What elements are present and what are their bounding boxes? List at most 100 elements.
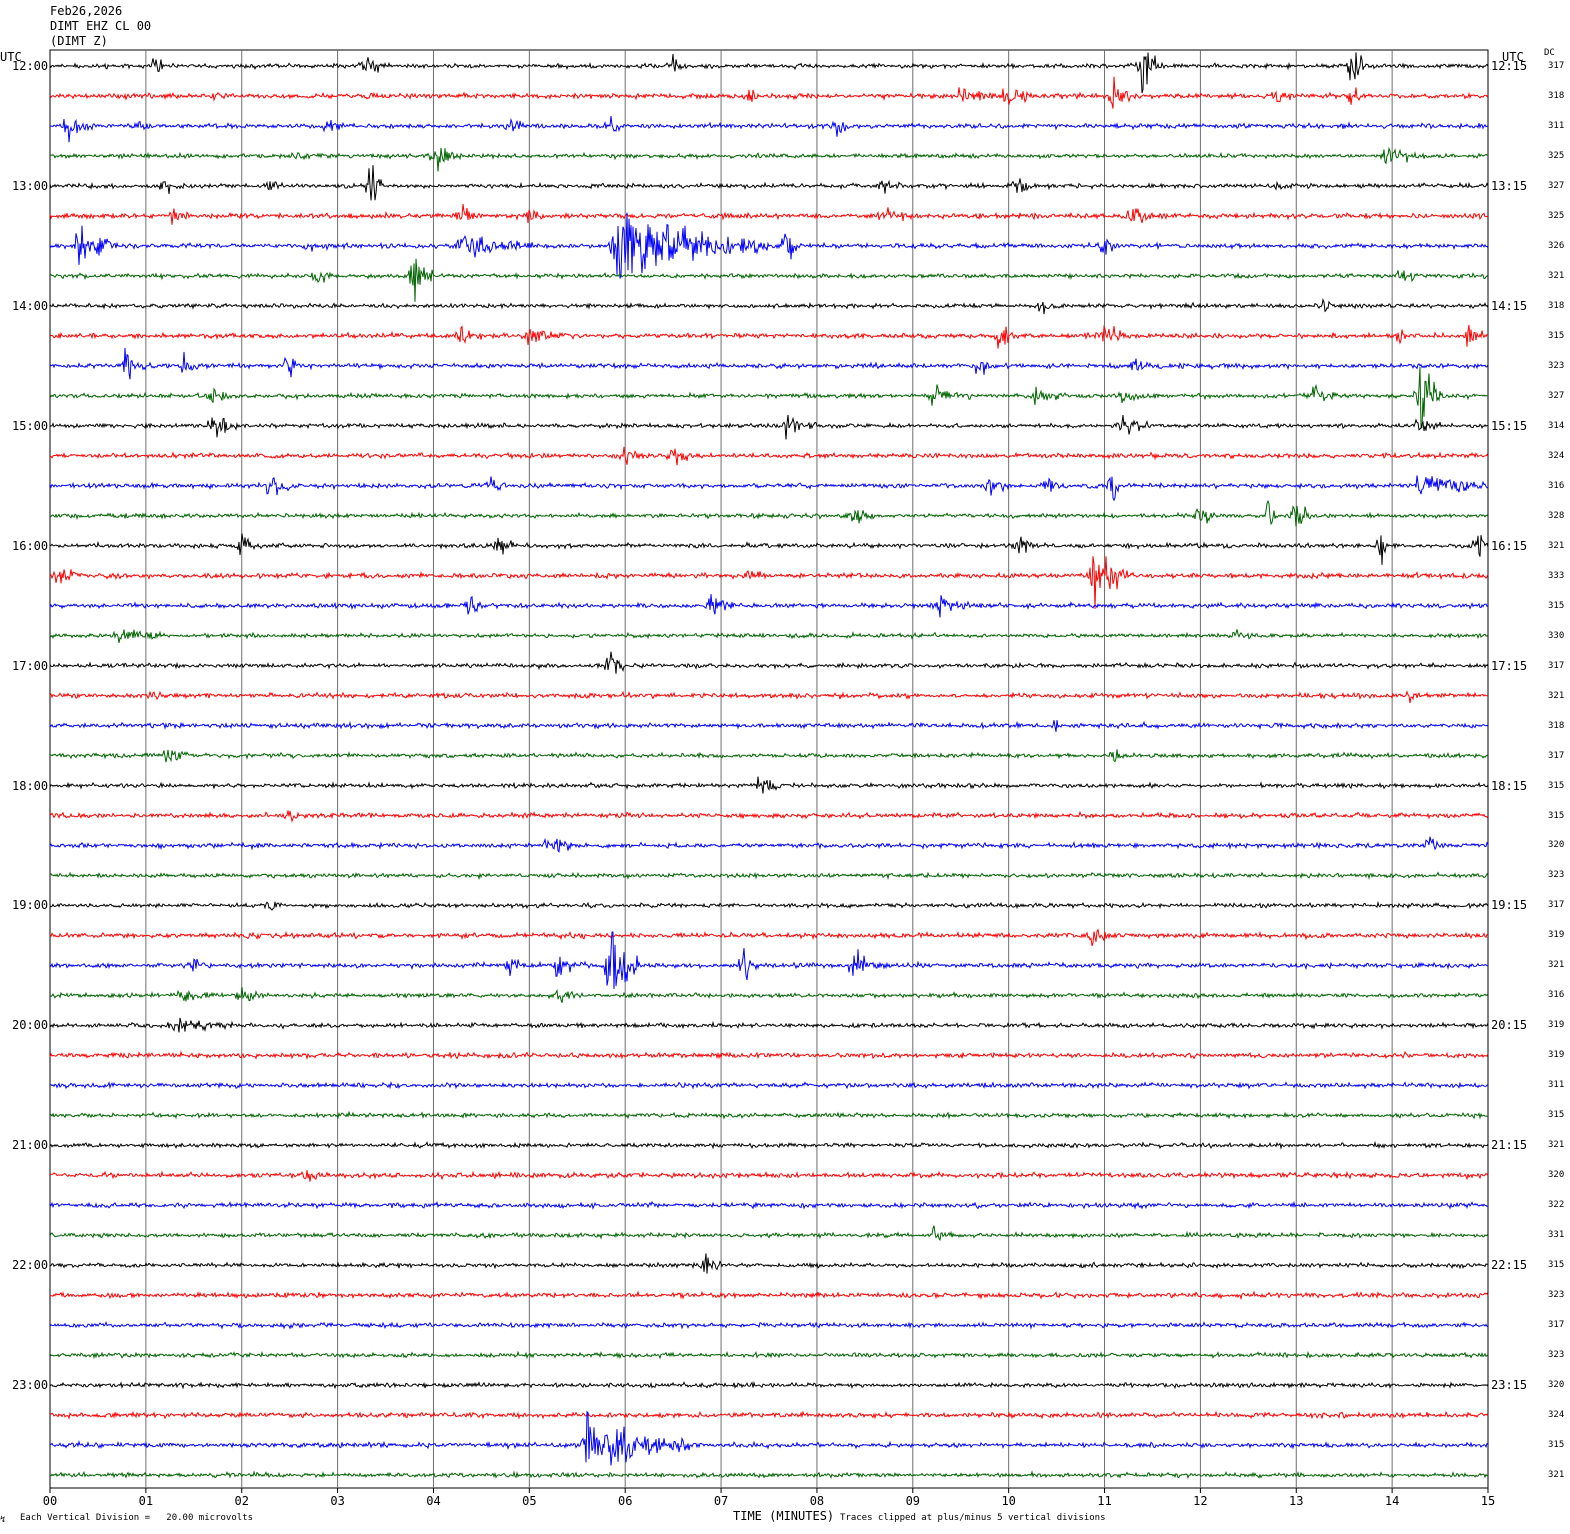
x-tick-label: 09 xyxy=(906,1494,920,1508)
left-time-label: 16:00 xyxy=(12,538,49,553)
seismic-trace xyxy=(49,1081,1489,1090)
left-time-label: 17:00 xyxy=(12,658,49,673)
right-time-label: 14:15 xyxy=(1491,298,1528,313)
right-time-label: 22:15 xyxy=(1491,1258,1528,1273)
dc-offset-label: 318 xyxy=(1548,90,1565,101)
right-axis-title: UTC xyxy=(1502,50,1524,64)
seismic-trace xyxy=(49,594,1489,618)
x-tick-label: 08 xyxy=(810,1494,824,1508)
seismic-trace xyxy=(49,1017,1489,1033)
seismic-trace xyxy=(49,1290,1489,1301)
seismic-trace xyxy=(49,1050,1489,1061)
seismic-trace xyxy=(49,987,1489,1003)
seismic-trace xyxy=(49,810,1489,823)
right-time-label: 15:15 xyxy=(1491,418,1528,433)
dc-offset-label: 328 xyxy=(1548,510,1565,521)
seismic-trace xyxy=(49,258,1489,302)
dc-offset-label: 317 xyxy=(1548,750,1565,761)
seismic-trace xyxy=(50,115,1489,143)
plot-date: Feb26,2026 xyxy=(50,4,123,18)
dc-offset-label: 311 xyxy=(1548,120,1565,131)
dc-offset-label: 321 xyxy=(1548,960,1565,971)
footer-mark: ↯ xyxy=(0,1515,6,1525)
seismic-trace xyxy=(49,347,1489,380)
right-time-label: 16:15 xyxy=(1491,538,1528,553)
seismic-trace xyxy=(49,1470,1489,1480)
x-tick-label: 11 xyxy=(1097,1494,1111,1508)
dc-offset-label: 327 xyxy=(1548,390,1565,401)
dc-offset-label: 325 xyxy=(1548,150,1565,161)
dc-offset-label: 320 xyxy=(1548,1380,1565,1391)
dc-offset-label: 315 xyxy=(1548,1260,1565,1271)
seismic-trace xyxy=(49,871,1489,881)
seismic-trace xyxy=(49,629,1489,643)
scale-note: Each Vertical Division = 20.00 microvolt… xyxy=(20,1513,253,1523)
left-time-label: 21:00 xyxy=(12,1138,49,1153)
seismic-trace xyxy=(49,1320,1489,1330)
seismic-trace xyxy=(49,446,1489,466)
dc-offset-label: 314 xyxy=(1548,420,1565,431)
seismic-trace xyxy=(49,297,1489,315)
dc-offset-label: 319 xyxy=(1548,1020,1565,1031)
seismic-trace xyxy=(49,414,1488,440)
seismic-trace xyxy=(49,836,1489,853)
dc-offset-label: 311 xyxy=(1548,1080,1565,1091)
seismic-trace xyxy=(49,1410,1489,1420)
component-id: (DIMT Z) xyxy=(50,34,108,48)
seismic-trace xyxy=(49,1350,1489,1360)
x-tick-label: 02 xyxy=(235,1494,249,1508)
seismic-trace xyxy=(49,1410,1489,1466)
right-time-label: 21:15 xyxy=(1491,1138,1528,1153)
dc-offset-label: 315 xyxy=(1548,330,1565,341)
x-tick-label: 06 xyxy=(618,1494,632,1508)
dc-offset-label: 323 xyxy=(1548,1350,1565,1361)
dc-offset-label: 321 xyxy=(1548,270,1565,281)
x-tick-label: 15 xyxy=(1481,1494,1495,1508)
dc-offset-label: 321 xyxy=(1548,1470,1565,1481)
left-time-label: 14:00 xyxy=(12,298,49,313)
x-tick-label: 10 xyxy=(1001,1494,1015,1508)
dc-offset-label: 323 xyxy=(1548,360,1565,371)
x-tick-label: 03 xyxy=(330,1494,344,1508)
seismic-trace xyxy=(49,928,1489,947)
seismic-trace xyxy=(49,1253,1489,1274)
dc-offset-label: 321 xyxy=(1548,540,1565,551)
station-id: DIMT EHZ CL 00 xyxy=(50,19,152,33)
dc-offset-label: 315 xyxy=(1548,1440,1565,1451)
x-tick-label: 07 xyxy=(714,1494,728,1508)
right-time-label: 17:15 xyxy=(1491,658,1528,673)
dc-offset-label: 318 xyxy=(1548,300,1565,311)
dc-offset-label: 316 xyxy=(1548,990,1565,1001)
x-tick-label: 13 xyxy=(1289,1494,1303,1508)
seismic-trace xyxy=(49,146,1489,172)
seismic-trace xyxy=(49,1170,1489,1182)
seismic-trace xyxy=(49,212,1489,279)
dc-offset-label: 318 xyxy=(1548,720,1565,731)
x-tick-label: 12 xyxy=(1193,1494,1207,1508)
x-tick-label: 00 xyxy=(43,1494,57,1508)
seismic-trace xyxy=(49,475,1489,502)
x-tick-label: 05 xyxy=(522,1494,536,1508)
right-time-label: 13:15 xyxy=(1491,178,1528,193)
dc-offset-label: 330 xyxy=(1548,630,1565,641)
dc-offset-label: 319 xyxy=(1548,1050,1565,1061)
seismic-trace xyxy=(49,499,1489,527)
dc-offset-label: 323 xyxy=(1548,1290,1565,1301)
seismic-trace xyxy=(49,556,1489,610)
dc-offset-label: 317 xyxy=(1548,660,1565,671)
dc-offset-label: 324 xyxy=(1548,1410,1565,1421)
plot-frame xyxy=(49,49,1489,1489)
seismic-trace xyxy=(49,165,1489,201)
seismic-trace xyxy=(49,324,1489,349)
seismic-trace xyxy=(49,533,1489,565)
dc-offset-label: 317 xyxy=(1548,1320,1565,1331)
right-time-label: 18:15 xyxy=(1491,778,1528,793)
x-tick-label: 04 xyxy=(426,1494,440,1508)
seismic-trace xyxy=(49,1225,1489,1242)
dc-offset-label: 315 xyxy=(1548,780,1565,791)
left-time-label: 12:00 xyxy=(12,59,49,73)
clip-note: Traces clipped at plus/minus 5 vertical … xyxy=(840,1513,1106,1523)
seismic-trace xyxy=(49,720,1489,732)
left-time-label: 23:00 xyxy=(12,1378,49,1393)
